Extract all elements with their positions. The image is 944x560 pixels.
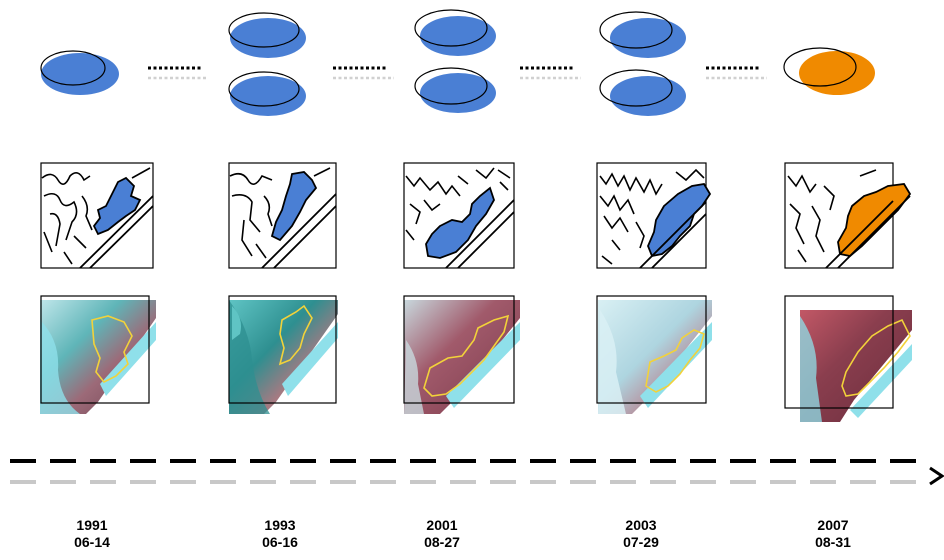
year-label: 2001 (426, 517, 458, 533)
date-label-1991: 1991 06-14 (47, 517, 137, 551)
contour-map-2003 (596, 162, 712, 269)
month-day-label: 07-29 (623, 534, 659, 550)
ellipse-icon-1991 (40, 50, 119, 95)
ellipse-icon-2003 (599, 11, 686, 116)
year-label: 1991 (76, 517, 108, 533)
satellite-image-2007 (784, 295, 912, 422)
contour-map-row (40, 162, 912, 269)
contour-map-1991 (40, 162, 154, 269)
year-label: 2003 (625, 517, 657, 533)
satellite-image-2001 (403, 295, 520, 414)
month-day-label: 06-14 (74, 534, 110, 550)
contour-map-2007 (784, 162, 912, 269)
month-day-label: 08-27 (424, 534, 460, 550)
ellipse-icon-1993 (228, 12, 306, 116)
dotted-connector (520, 66, 581, 80)
satellite-image-1993 (228, 295, 338, 414)
month-day-label: 06-16 (262, 534, 298, 550)
dotted-connector (706, 66, 767, 80)
date-label-2001: 2001 08-27 (397, 517, 487, 551)
contour-map-1993 (228, 162, 337, 269)
ellipse-icon-2007 (783, 47, 875, 95)
date-label-2003: 2003 07-29 (596, 517, 686, 551)
date-label-2007: 2007 08-31 (788, 517, 878, 551)
satellite-image-2003 (596, 295, 712, 414)
year-label: 2007 (817, 517, 849, 533)
date-label-1993: 1993 06-16 (235, 517, 325, 551)
arrow-right-icon (929, 466, 944, 486)
timeline-arrow (10, 459, 944, 486)
satellite-image-row (40, 295, 912, 422)
satellite-image-1991 (40, 295, 156, 414)
dotted-connector (148, 66, 208, 80)
contour-map-2001 (403, 162, 515, 269)
month-day-label: 08-31 (815, 534, 851, 550)
dotted-connector (333, 66, 394, 80)
ellipse-row (40, 9, 875, 116)
ellipse-icon-2001 (414, 9, 496, 113)
year-label: 1993 (264, 517, 296, 533)
